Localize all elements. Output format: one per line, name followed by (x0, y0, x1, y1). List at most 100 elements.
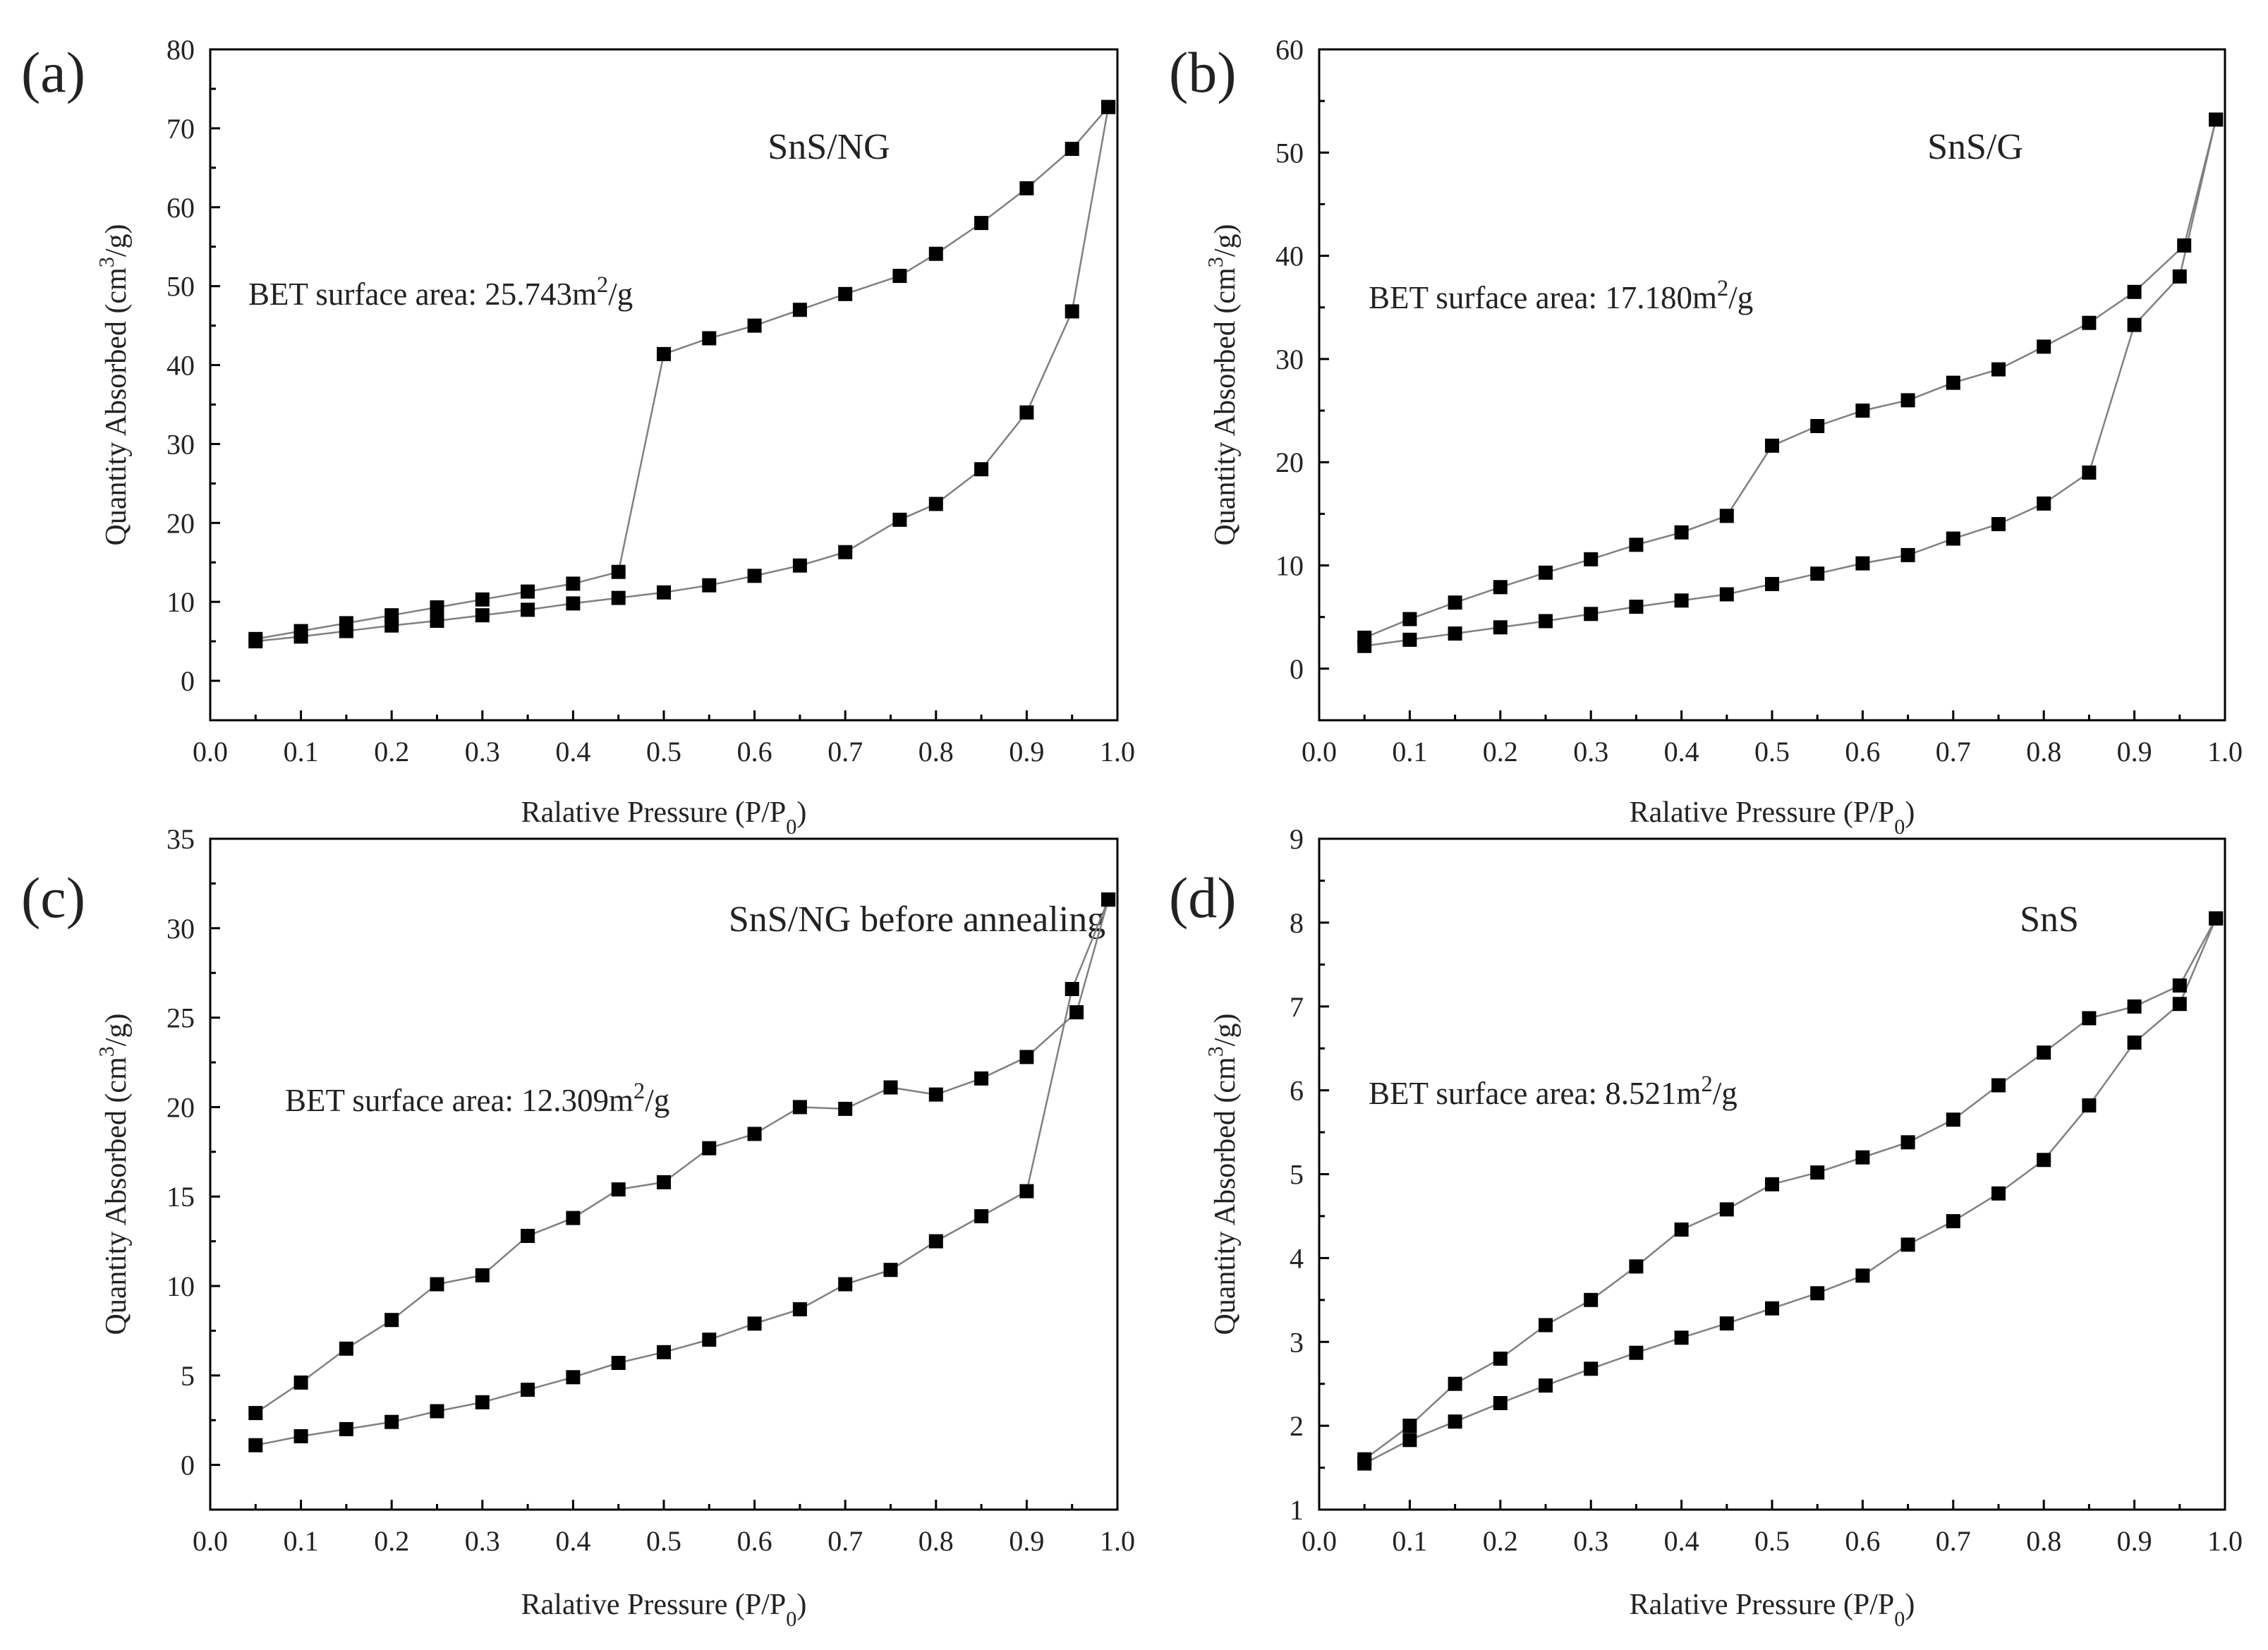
x-tick-label: 0.5 (646, 1525, 681, 1557)
data-point-adsorption (702, 1333, 717, 1347)
data-point-adsorption (2082, 1098, 2097, 1112)
data-point-adsorption (928, 497, 943, 511)
data-point-desorption (792, 1100, 807, 1115)
x-tick-label: 1.0 (1100, 736, 1135, 768)
y-tick-label: 3 (1290, 1326, 1304, 1358)
data-point-adsorption (566, 596, 581, 611)
x-tick-label: 0.2 (374, 1525, 409, 1557)
y-tick-label: 4 (1290, 1242, 1304, 1274)
x-tick-label: 0.3 (465, 1525, 500, 1557)
x-axis-label: Ralative Pressure (P/P0) (1630, 796, 1915, 839)
data-point-desorption (1019, 181, 1034, 195)
data-point-desorption (702, 331, 717, 346)
data-point-desorption (248, 1406, 263, 1421)
data-point-desorption (1674, 1223, 1689, 1237)
data-point-desorption (1855, 404, 1870, 418)
bet-annotation: BET surface area: 12.309m2/g (285, 1079, 669, 1118)
y-tick-label: 2 (1290, 1410, 1304, 1442)
y-tick-label: 35 (166, 823, 195, 855)
data-point-adsorption (1493, 620, 1508, 635)
chart-title: SnS/NG before annealing (729, 899, 1105, 940)
data-point-desorption (339, 616, 353, 631)
data-point-adsorption (1991, 1186, 2006, 1201)
data-point-desorption (702, 1141, 717, 1155)
data-point-desorption (838, 286, 853, 301)
data-point-adsorption (475, 608, 490, 623)
data-point-adsorption (521, 602, 535, 617)
x-tick-label: 0.0 (193, 1525, 228, 1557)
x-tick-label: 1.0 (1100, 1525, 1135, 1557)
data-point-desorption (1448, 1376, 1462, 1391)
y-tick-label: 9 (1290, 823, 1304, 855)
data-point-adsorption (293, 1429, 308, 1443)
data-point-adsorption (1674, 1330, 1689, 1345)
x-tick-label: 0.2 (374, 736, 409, 768)
data-point-adsorption (1448, 1414, 1462, 1429)
x-tick-label: 0.0 (193, 736, 228, 768)
x-tick-label: 0.1 (1392, 736, 1427, 768)
x-tick-label: 0.0 (1302, 1525, 1337, 1557)
data-point-desorption (928, 246, 943, 261)
data-point-desorption (1493, 580, 1508, 595)
data-point-adsorption (1900, 547, 1915, 562)
data-point-desorption (1765, 1177, 1779, 1191)
x-tick-label: 0.7 (827, 736, 863, 768)
series-line-desorption (1364, 918, 2217, 1460)
y-tick-label: 25 (166, 1002, 195, 1034)
panel-label: (c) (21, 866, 85, 930)
data-point-desorption (611, 564, 626, 579)
data-point-desorption (1946, 375, 1960, 390)
data-point-desorption (1765, 438, 1779, 453)
data-point-desorption (1991, 362, 2006, 377)
data-point-desorption (2082, 1011, 2097, 1026)
x-tick-label: 0.7 (827, 1525, 863, 1557)
data-point-adsorption (657, 1345, 671, 1359)
data-point-adsorption (1539, 1378, 1553, 1393)
x-tick-label: 0.7 (1936, 736, 1971, 768)
data-point-desorption (430, 600, 444, 614)
x-tick-label: 0.2 (1483, 736, 1518, 768)
series-line-desorption (255, 899, 1110, 1414)
data-point-adsorption (1584, 1361, 1599, 1376)
data-point-adsorption (1448, 626, 1462, 641)
series-line-desorption (255, 106, 1110, 641)
x-tick-label: 0.9 (1009, 736, 1044, 768)
data-point-desorption (974, 216, 989, 231)
data-point-adsorption (430, 614, 444, 628)
data-point-adsorption (657, 585, 671, 600)
data-point-adsorption (2172, 269, 2187, 284)
data-point-adsorption (838, 545, 853, 559)
data-point-desorption (747, 1127, 762, 1141)
y-axis-label: Quantity Absorbed (cm3/g) (1203, 224, 1242, 545)
data-point-adsorption (892, 512, 907, 527)
y-tick-label: 20 (166, 1091, 195, 1123)
data-point-adsorption (1629, 600, 1644, 614)
data-point-adsorption (2127, 1035, 2142, 1050)
data-point-adsorption (883, 1263, 898, 1278)
data-point-desorption (1539, 1318, 1553, 1333)
y-tick-label: 0 (181, 665, 195, 697)
data-point-adsorption (475, 1395, 490, 1409)
bet-annotation: BET surface area: 8.521m2/g (1369, 1072, 1738, 1111)
chart-title: SnS/G (1927, 127, 2023, 167)
data-point-desorption (1900, 393, 1915, 408)
data-point-desorption (384, 608, 399, 623)
data-point-desorption (1719, 509, 1734, 523)
data-point-desorption (2127, 284, 2142, 299)
y-tick-label: 20 (1275, 447, 1304, 478)
bet-annotation: BET surface area: 25.743m2/g (248, 272, 633, 312)
data-point-desorption (1402, 612, 1417, 626)
data-point-desorption (792, 303, 807, 317)
data-point-adsorption (521, 1383, 535, 1397)
data-point-desorption (1900, 1135, 1915, 1150)
data-point-desorption (566, 1211, 581, 1225)
data-point-adsorption (2127, 317, 2142, 332)
data-point-desorption (293, 1375, 308, 1390)
series-line-adsorption (255, 107, 1110, 643)
x-tick-label: 1.0 (2207, 1525, 2243, 1557)
y-tick-label: 50 (166, 271, 195, 303)
data-point-adsorption (747, 569, 762, 583)
chart-panel-b: (b) 0.0 0.1 0.2 0.3 0.4 0.5 0.6 0.7 0.8 0.9 1.0 0 10 2… (1169, 34, 2243, 839)
data-point-desorption (2082, 315, 2097, 330)
